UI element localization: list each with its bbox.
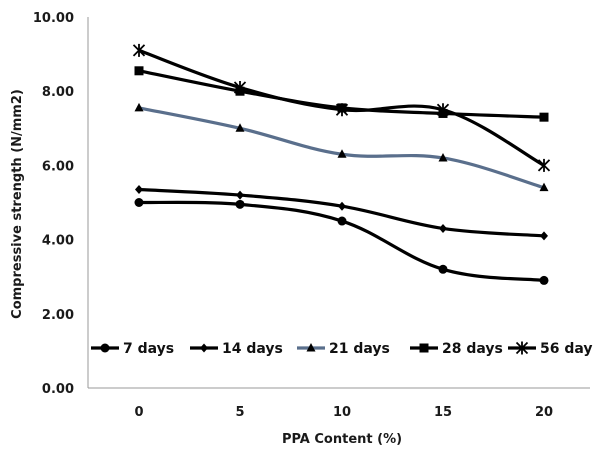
legend-item: 7 days [91, 341, 174, 357]
data-point [539, 275, 549, 285]
data-point [335, 103, 349, 117]
data-point [337, 149, 347, 158]
data-point [539, 182, 549, 192]
legend-marker [419, 343, 429, 353]
series-7-days [134, 198, 549, 285]
legend-marker [200, 343, 208, 353]
y-tick-label: 8.00 [42, 85, 74, 100]
data-point [134, 198, 144, 207]
data-point [236, 190, 244, 200]
data-point [338, 201, 346, 211]
legend-marker [515, 341, 529, 355]
y-tick-label: 2.00 [42, 308, 74, 323]
data-point [134, 66, 144, 76]
data-point [438, 152, 448, 162]
data-point [439, 223, 447, 233]
x-tick-label: 20 [535, 405, 553, 420]
data-point [235, 199, 245, 209]
x-tick-label: 10 [333, 405, 351, 420]
legend-item: 21 days [297, 341, 390, 357]
legend-marker [306, 343, 316, 352]
data-point [233, 80, 247, 94]
x-tick-label: 15 [434, 405, 452, 420]
y-tick-label: 4.00 [42, 234, 74, 249]
series-21-days [134, 102, 549, 192]
x-tick-labels: 0 5 10 15 20 [134, 405, 553, 420]
legend-label: 14 days [222, 341, 283, 357]
data-point [436, 103, 450, 117]
series-56-days [132, 43, 551, 172]
data-point [438, 264, 448, 274]
data-point [540, 231, 548, 241]
y-tick-label: 0.00 [42, 382, 74, 397]
data-point [537, 158, 551, 172]
y-tick-label: 6.00 [42, 159, 74, 174]
data-point [337, 216, 347, 226]
data-point [135, 185, 143, 195]
legend-marker [100, 343, 110, 353]
legend: 7 days 14 days 21 days 28 days 56 days [91, 341, 593, 357]
series-14-days [135, 185, 548, 241]
legend-item: 56 days [508, 341, 593, 357]
data-series [132, 43, 551, 285]
y-tick-labels: 0.00 2.00 4.00 6.00 8.00 10.00 [33, 11, 74, 397]
legend-item: 14 days [190, 341, 283, 357]
data-point [132, 43, 146, 57]
legend-label: 7 days [123, 341, 174, 357]
x-tick-label: 0 [134, 405, 143, 420]
x-axis-title: PPA Content (%) [282, 432, 402, 447]
y-axis-title: Compressive strength (N/mm2) [10, 89, 25, 319]
legend-label: 56 days [540, 341, 593, 357]
data-point [539, 112, 549, 122]
legend-label: 28 days [442, 341, 503, 357]
data-point [134, 102, 144, 112]
legend-item: 28 days [410, 341, 503, 357]
y-tick-label: 10.00 [33, 11, 74, 26]
x-tick-label: 5 [235, 405, 244, 420]
legend-label: 21 days [329, 341, 390, 357]
data-point [235, 123, 245, 132]
